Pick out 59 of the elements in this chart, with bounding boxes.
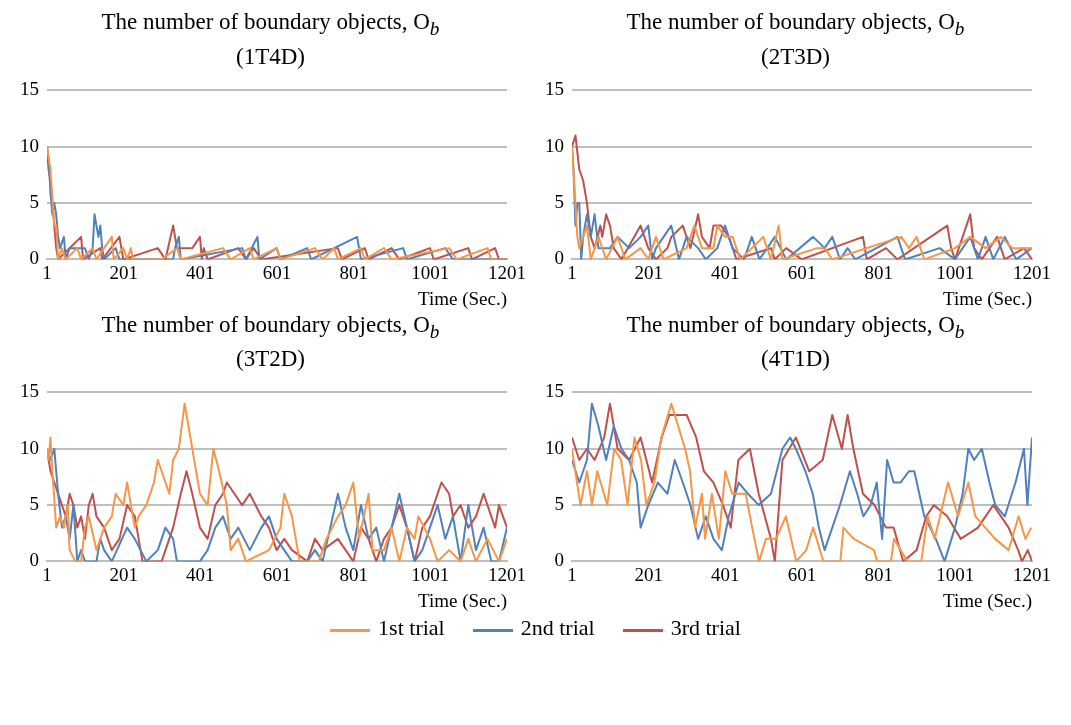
x-tick-label: 1: [42, 261, 52, 283]
chart-title: The number of boundary objects, O$_{b}$: [625, 310, 966, 344]
x-tick-label: 1201: [488, 563, 526, 585]
x-tick-label: 201: [634, 261, 663, 283]
x-tick-label: 201: [634, 563, 663, 585]
legend-label: 3rd trial: [669, 615, 741, 641]
y-tick-label: 5: [29, 493, 39, 515]
x-tick-label: 801: [339, 261, 368, 283]
y-tick-label: 5: [554, 190, 564, 212]
x-tick-label: 1201: [1013, 261, 1051, 283]
y-tick-label: 15: [545, 380, 564, 402]
chart-subtitle: (3T2D): [235, 345, 306, 374]
chart-subtitle: (2T3D): [760, 42, 831, 71]
chart-subtitle: (1T4D): [235, 42, 306, 71]
x-tick-label: 1001: [411, 261, 450, 283]
x-tick-label: 201: [109, 563, 138, 585]
y-tick-label: 10: [20, 436, 39, 458]
y-tick-label: 15: [20, 77, 39, 99]
x-tick-label: 401: [186, 563, 215, 585]
legend-label: 2nd trial: [519, 615, 595, 641]
x-tick-label: 401: [711, 261, 740, 283]
y-tick-label: 0: [554, 549, 564, 571]
x-tick-label: 601: [262, 261, 292, 283]
y-tick-label: 0: [29, 246, 39, 268]
chart-subtitle: (4T1D): [760, 345, 831, 374]
chart-title: The number of boundary objects, O$_{b}$: [100, 8, 441, 41]
x-tick-label: 1201: [488, 261, 526, 283]
y-tick-label: 15: [545, 77, 564, 99]
x-axis-title: Time (Sec.): [417, 287, 507, 310]
x-tick-label: 1: [567, 563, 577, 585]
x-tick-label: 1201: [1013, 563, 1051, 585]
x-axis-title: Time (Sec.): [417, 589, 507, 612]
y-tick-label: 10: [545, 134, 564, 156]
x-tick-label: 1: [567, 261, 577, 283]
x-tick-label: 601: [262, 563, 292, 585]
legend-label: 1st trial: [377, 615, 445, 641]
x-tick-label: 1001: [936, 563, 975, 585]
x-tick-label: 801: [864, 261, 893, 283]
y-tick-label: 0: [554, 246, 564, 268]
x-tick-label: 1001: [936, 261, 975, 283]
x-tick-label: 1001: [411, 563, 450, 585]
x-axis-title: Time (Sec.): [942, 589, 1032, 612]
x-tick-label: 601: [787, 261, 817, 283]
y-tick-label: 10: [20, 134, 39, 156]
x-tick-label: 401: [711, 563, 740, 585]
y-tick-label: 5: [554, 493, 564, 515]
y-tick-label: 10: [545, 436, 564, 458]
x-axis-title: Time (Sec.): [942, 287, 1032, 310]
y-tick-label: 0: [29, 549, 39, 571]
x-tick-label: 401: [186, 261, 215, 283]
x-tick-label: 1: [42, 563, 52, 585]
x-tick-label: 201: [109, 261, 138, 283]
chart-title: The number of boundary objects, O$_{b}$: [100, 310, 441, 344]
x-tick-label: 801: [864, 563, 893, 585]
x-tick-label: 601: [787, 563, 817, 585]
chart-title: The number of boundary objects, O$_{b}$: [625, 8, 966, 41]
y-tick-label: 5: [29, 190, 39, 212]
y-tick-label: 15: [20, 380, 39, 402]
x-tick-label: 801: [339, 563, 368, 585]
